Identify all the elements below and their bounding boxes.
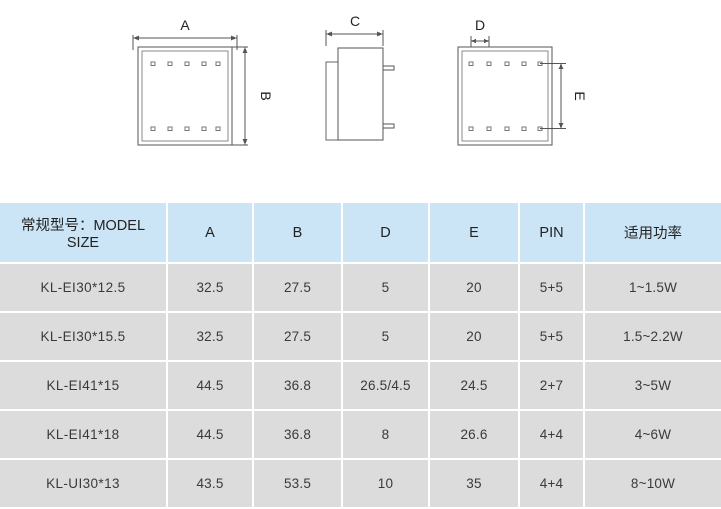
column-header-d: D xyxy=(343,203,430,264)
cell-power: 3~5W xyxy=(585,362,721,411)
cell-e: 20 xyxy=(430,264,520,313)
cell-e: 24.5 xyxy=(430,362,520,411)
cell-model: KL-EI41*15 xyxy=(0,362,168,411)
dimension-label-d: D xyxy=(475,17,485,33)
cell-b: 36.8 xyxy=(254,362,343,411)
dimension-label-c: C xyxy=(350,13,360,29)
cell-a: 32.5 xyxy=(168,313,254,362)
cell-power: 1.5~2.2W xyxy=(585,313,721,362)
cell-model: KL-EI30*15.5 xyxy=(0,313,168,362)
specification-table: 常规型号：MODEL SIZE A B D E PIN 适用功率 KL-EI30… xyxy=(0,203,721,509)
table-row: KL-UI30*13 43.5 53.5 10 35 4+4 8~10W xyxy=(0,460,721,509)
front-view-drawing xyxy=(132,35,248,146)
cell-a: 43.5 xyxy=(168,460,254,509)
cell-e: 20 xyxy=(430,313,520,362)
table-row: KL-EI30*15.5 32.5 27.5 5 20 5+5 1.5~2.2W xyxy=(0,313,721,362)
cell-d: 5 xyxy=(343,313,430,362)
cell-e: 26.6 xyxy=(430,411,520,460)
cell-b: 36.8 xyxy=(254,411,343,460)
cell-pin: 4+4 xyxy=(520,411,585,460)
table-row: KL-EI41*18 44.5 36.8 8 26.6 4+4 4~6W xyxy=(0,411,721,460)
dimension-label-e: E xyxy=(572,91,588,100)
column-header-power: 适用功率 xyxy=(585,203,721,264)
cell-a: 44.5 xyxy=(168,411,254,460)
cell-d: 26.5/4.5 xyxy=(343,362,430,411)
column-header-e: E xyxy=(430,203,520,264)
drawings-svg: A B C D E xyxy=(132,13,588,146)
cell-pin: 2+7 xyxy=(520,362,585,411)
cell-d: 10 xyxy=(343,460,430,509)
column-header-b: B xyxy=(254,203,343,264)
cell-a: 44.5 xyxy=(168,362,254,411)
cell-d: 5 xyxy=(343,264,430,313)
cell-model: KL-UI30*13 xyxy=(0,460,168,509)
cell-d: 8 xyxy=(343,411,430,460)
cell-pin: 4+4 xyxy=(520,460,585,509)
table-header-row: 常规型号：MODEL SIZE A B D E PIN 适用功率 xyxy=(0,203,721,264)
column-header-a: A xyxy=(168,203,254,264)
table-row: KL-EI30*12.5 32.5 27.5 5 20 5+5 1~1.5W xyxy=(0,264,721,313)
table-header: 常规型号：MODEL SIZE A B D E PIN 适用功率 xyxy=(0,203,721,264)
column-header-pin: PIN xyxy=(520,203,585,264)
table-row: KL-EI41*15 44.5 36.8 26.5/4.5 24.5 2+7 3… xyxy=(0,362,721,411)
cell-e: 35 xyxy=(430,460,520,509)
cell-model: KL-EI30*12.5 xyxy=(0,264,168,313)
cell-power: 4~6W xyxy=(585,411,721,460)
cell-model: KL-EI41*18 xyxy=(0,411,168,460)
table-body: KL-EI30*12.5 32.5 27.5 5 20 5+5 1~1.5W K… xyxy=(0,264,721,509)
cell-pin: 5+5 xyxy=(520,264,585,313)
pin-layout-drawing xyxy=(457,36,566,146)
cell-power: 8~10W xyxy=(585,460,721,509)
cell-a: 32.5 xyxy=(168,264,254,313)
technical-drawings: A B C D E xyxy=(0,0,721,196)
cell-pin: 5+5 xyxy=(520,313,585,362)
column-header-model: 常规型号：MODEL SIZE xyxy=(0,203,168,264)
cell-b: 27.5 xyxy=(254,313,343,362)
cell-b: 53.5 xyxy=(254,460,343,509)
dimension-label-b: B xyxy=(258,91,274,100)
dimension-label-a: A xyxy=(180,17,190,33)
side-view-drawing xyxy=(325,30,395,141)
cell-b: 27.5 xyxy=(254,264,343,313)
cell-power: 1~1.5W xyxy=(585,264,721,313)
